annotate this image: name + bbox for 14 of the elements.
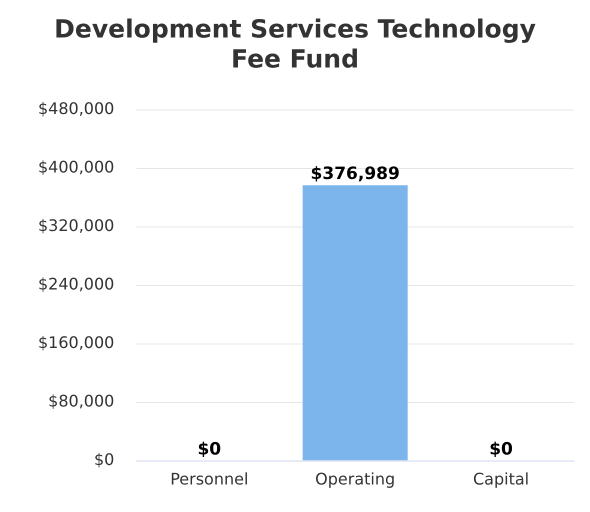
y-tick-label: $480,000: [38, 99, 114, 118]
y-tick-label: $400,000: [38, 158, 114, 177]
y-tick-label: $160,000: [38, 333, 114, 352]
y-tick-label: $80,000: [48, 391, 114, 410]
data-label: $0: [197, 440, 222, 460]
y-tick-label: $0: [94, 450, 114, 469]
data-label: $0: [489, 440, 514, 460]
y-tick-label: $320,000: [38, 216, 114, 236]
x-tick-label: Personnel: [170, 470, 248, 489]
data-label: $376,989: [310, 164, 400, 184]
x-tick-label: Operating: [315, 470, 396, 489]
y-tick-label: $240,000: [38, 274, 114, 294]
chart-title: Development Services Technology Fee Fund: [54, 14, 536, 74]
x-tick-label: Capital: [473, 470, 530, 489]
